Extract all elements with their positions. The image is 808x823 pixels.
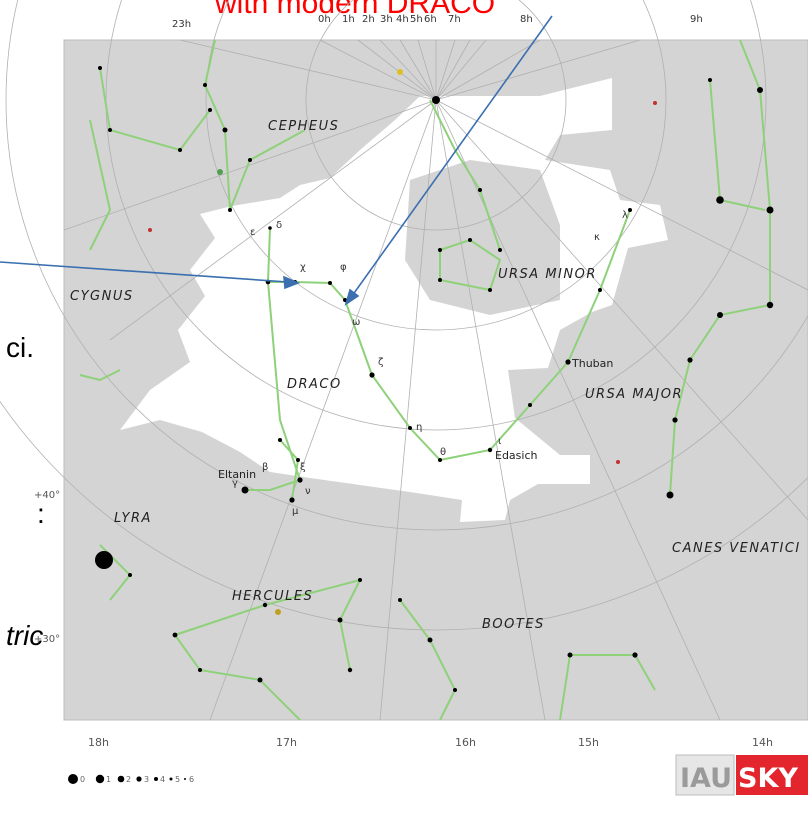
svg-text:χ: χ [300, 262, 306, 273]
svg-text:16h: 16h [455, 736, 476, 749]
grid-lines [0, 0, 808, 721]
logo-iau: IAU [680, 763, 732, 794]
svg-text:ε: ε [250, 227, 255, 238]
svg-text:κ: κ [594, 232, 600, 243]
logo-sky: SKY [738, 763, 798, 794]
svg-text:ν: ν [305, 486, 311, 497]
svg-text:+40°: +40° [34, 490, 60, 501]
slide-text-colon: : [37, 498, 45, 529]
ra-bottom-labels: 18h 17h 16h 15h 14h [88, 736, 773, 749]
svg-text:θ: θ [440, 447, 446, 458]
svg-text:8h: 8h [520, 14, 533, 25]
svg-text:ζ: ζ [378, 357, 383, 368]
svg-text:δ: δ [276, 220, 282, 231]
magnitude-legend: 0 1 2 3 4 5 6 [68, 774, 194, 784]
iau-sky-logo: IAU SKY [675, 754, 808, 796]
constellation-labels: CEPHEUS URSA MINOR CYGNUS DRACO URSA MAJ… [70, 119, 801, 632]
svg-text:2: 2 [126, 775, 131, 784]
svg-text:+30°: +30° [34, 634, 60, 645]
svg-text:6h: 6h [424, 14, 437, 25]
svg-text:17h: 17h [276, 736, 297, 749]
svg-text:2h: 2h [362, 14, 375, 25]
label-ursa-major: URSA MAJOR [585, 387, 683, 402]
label-edasich: Edasich [495, 449, 538, 462]
svg-text:18h: 18h [88, 736, 109, 749]
label-eltanin: Eltanin [218, 468, 256, 481]
svg-text:7h: 7h [448, 14, 461, 25]
svg-text:15h: 15h [578, 736, 599, 749]
svg-text:3: 3 [144, 775, 149, 784]
svg-text:β: β [262, 462, 268, 473]
slide-title-fragment: with modern DRACO [215, 0, 496, 20]
svg-text:ι: ι [498, 436, 502, 447]
label-thuban: Thuban [571, 357, 613, 370]
stars [95, 66, 774, 692]
svg-text:0: 0 [80, 775, 85, 784]
svg-text:φ: φ [340, 262, 347, 273]
svg-text:23h: 23h [172, 19, 191, 30]
svg-text:μ: μ [292, 506, 299, 517]
label-cygnus: CYGNUS [70, 289, 134, 304]
svg-text:4: 4 [160, 775, 165, 784]
slide-text-ci: ci. [6, 332, 34, 363]
slide-text-tric: tric [6, 620, 44, 651]
annotation-arrows [0, 15, 553, 306]
label-lyra: LYRA [114, 511, 152, 526]
svg-text:3h: 3h [380, 14, 393, 25]
svg-text:4h: 4h [396, 14, 409, 25]
label-canes-venatici: CANES VENATICI [672, 541, 801, 556]
label-hercules: HERCULES [232, 589, 313, 604]
label-cepheus: CEPHEUS [268, 119, 339, 134]
star-name-labels: Thuban Eltanin Edasich [218, 357, 613, 481]
svg-text:γ: γ [232, 478, 238, 489]
svg-text:λ: λ [622, 210, 628, 221]
label-ursa-minor: URSA MINOR [498, 267, 597, 282]
label-bootes: BOOTES [482, 617, 545, 632]
svg-text:6: 6 [189, 775, 194, 784]
svg-text:14h: 14h [752, 736, 773, 749]
svg-text:ξ: ξ [300, 462, 306, 473]
svg-text:9h: 9h [690, 14, 703, 25]
greek-labels: ι κ λ ζ η δ χ φ ε ξ β γ μ ν ω θ [232, 210, 628, 517]
svg-text:1h: 1h [342, 14, 355, 25]
label-draco: DRACO [287, 377, 342, 392]
svg-text:0h: 0h [318, 14, 331, 25]
svg-text:η: η [416, 422, 422, 433]
dec-labels: +40° +30° [34, 490, 60, 645]
svg-text:5: 5 [175, 775, 180, 784]
ra-top-labels: 23h 0h 1h 2h 3h 4h 5h 6h 7h 8h 9h [172, 14, 703, 30]
svg-text:ω: ω [352, 317, 360, 328]
svg-text:1: 1 [106, 775, 111, 784]
ursa-minor-region [405, 160, 560, 315]
svg-text:5h: 5h [410, 14, 423, 25]
